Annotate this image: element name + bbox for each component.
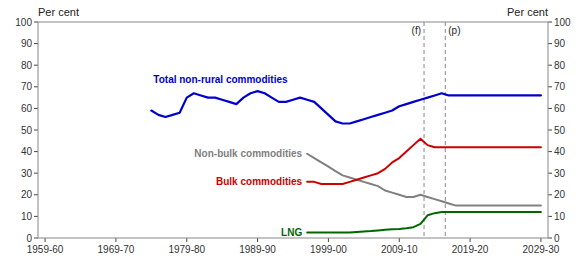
x-tick-label: 1979-80 bbox=[168, 244, 205, 255]
y-tick-label: 50 bbox=[21, 125, 33, 136]
y2-tick bbox=[548, 151, 552, 152]
y-tick-label: 70 bbox=[21, 81, 33, 92]
x-tick-label: 1999-00 bbox=[310, 244, 347, 255]
chart: 1959-60 1969-70 1979-80 1989-90 1999-00 2009-… bbox=[0, 0, 586, 264]
reference-line bbox=[424, 22, 425, 238]
y-tick bbox=[34, 216, 38, 217]
series-label: Bulk commodities bbox=[216, 176, 303, 187]
y-tick-label: 100 bbox=[15, 17, 32, 28]
y2-tick bbox=[548, 43, 552, 44]
y-tick-label: 40 bbox=[21, 146, 33, 157]
annotation-label: (f) bbox=[412, 25, 421, 36]
y2-tick-label: 20 bbox=[554, 189, 566, 200]
y-tick bbox=[34, 108, 38, 109]
y-tick bbox=[34, 130, 38, 131]
x-tick-label: 1959-60 bbox=[27, 244, 64, 255]
plot-frame bbox=[38, 22, 548, 238]
y2-tick-label: 70 bbox=[554, 81, 566, 92]
x-tick-label: 2019-20 bbox=[452, 244, 489, 255]
y2-tick bbox=[548, 173, 552, 174]
series-line bbox=[307, 212, 541, 233]
y2-tick-label: 50 bbox=[554, 125, 566, 136]
x-tick-label: 1989-90 bbox=[239, 244, 276, 255]
x-tick bbox=[257, 238, 258, 242]
y2-tick-label: 80 bbox=[554, 60, 566, 71]
x-tick bbox=[115, 238, 116, 242]
y2-tick bbox=[548, 130, 552, 131]
y-tick bbox=[34, 238, 38, 239]
series-line bbox=[151, 91, 541, 123]
series-label: Non-bulk commodities bbox=[194, 148, 302, 159]
y-tick bbox=[34, 86, 38, 87]
plot-area bbox=[151, 22, 541, 238]
series-line bbox=[307, 154, 541, 206]
y-tick-label: 20 bbox=[21, 189, 33, 200]
y-tick bbox=[34, 151, 38, 152]
y-tick bbox=[34, 173, 38, 174]
reference-line bbox=[445, 22, 446, 238]
y2-tick-label: 0 bbox=[554, 233, 560, 244]
series-label: LNG bbox=[281, 227, 302, 238]
y-tick-label: 0 bbox=[26, 233, 32, 244]
x-tick bbox=[540, 238, 541, 242]
y2-tick-label: 40 bbox=[554, 146, 566, 157]
y2-tick-label: 60 bbox=[554, 103, 566, 114]
y2-tick-label: 30 bbox=[554, 168, 566, 179]
y2-tick bbox=[548, 108, 552, 109]
y-tick bbox=[34, 22, 38, 23]
y-tick-label: 10 bbox=[21, 211, 33, 222]
y2-tick bbox=[548, 216, 552, 217]
y-axis-label: Per cent bbox=[38, 6, 79, 18]
y-tick-label: 60 bbox=[21, 103, 33, 114]
y2-tick bbox=[548, 86, 552, 87]
x-tick-label: 1969-70 bbox=[98, 244, 135, 255]
y-tick-label: 90 bbox=[21, 38, 33, 49]
y-tick bbox=[34, 194, 38, 195]
y2-tick-label: 90 bbox=[554, 38, 566, 49]
y-tick-label: 80 bbox=[21, 60, 33, 71]
series-label: Total non-rural commodities bbox=[153, 74, 288, 85]
x-tick bbox=[328, 238, 329, 242]
series-line bbox=[307, 139, 541, 184]
x-tick-label: 2029-30 bbox=[523, 244, 560, 255]
annotation-label: (p) bbox=[448, 25, 460, 36]
x-tick bbox=[470, 238, 471, 242]
x-tick bbox=[186, 238, 187, 242]
y-tick bbox=[34, 43, 38, 44]
y-tick-label: 30 bbox=[21, 168, 33, 179]
y-tick bbox=[34, 65, 38, 66]
y2-tick bbox=[548, 22, 552, 23]
y2-tick bbox=[548, 194, 552, 195]
y2-tick bbox=[548, 238, 552, 239]
x-tick bbox=[45, 238, 46, 242]
y2-tick-label: 10 bbox=[554, 211, 566, 222]
y2-tick-label: 100 bbox=[554, 17, 571, 28]
y2-axis-label: Per cent bbox=[507, 6, 548, 18]
x-tick-label: 2009-10 bbox=[381, 244, 418, 255]
y2-tick bbox=[548, 65, 552, 66]
x-tick bbox=[399, 238, 400, 242]
